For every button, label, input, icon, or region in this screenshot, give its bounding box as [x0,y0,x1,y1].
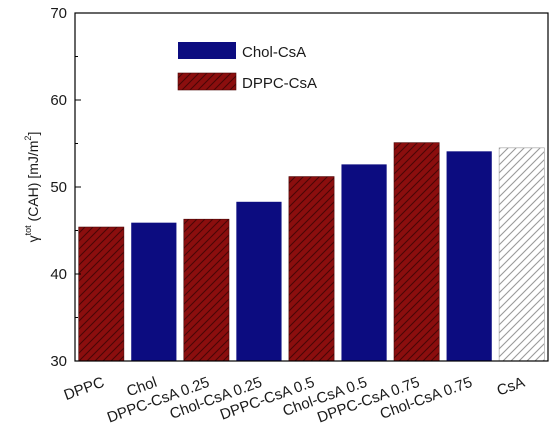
y-axis-label: γtot (CAH) [mJ/m2] [23,132,41,243]
plot-frame [74,12,549,362]
bar-dppc-csa-0-5 [288,176,335,362]
ylabel-superscript: tot [23,225,33,236]
ylabel-prefix: γ [25,235,41,242]
bar-chol-csa-0-5 [341,164,387,361]
ylabel-suffix: (CAH) [mJ/m [25,141,41,226]
x-tick-label: CsA [495,374,527,400]
y-tick-label: 50 [50,179,67,196]
legend-swatch-series-0 [178,42,236,59]
legend-label-series-0: Chol-CsA [242,44,306,61]
y-tick-label: 40 [50,266,67,283]
bar-chol-csa-0-25 [236,201,282,361]
svg-text:γtot (CAH) [mJ/m2]: γtot (CAH) [mJ/m2] [23,132,41,243]
y-axis-ticks: 30 40 50 60 70 [50,5,81,370]
y-tick-label: 60 [50,92,67,109]
x-tick-label: DPPC [62,374,107,404]
bar-chol [131,222,177,361]
bar-chol-csa-0-75 [446,151,492,361]
bar-csa [498,147,545,362]
y-tick-label: 30 [50,353,67,370]
legend: Chol-CsA DPPC-CsA [177,42,317,92]
bar-dppc-csa-0-25 [183,218,230,362]
bar-dppc-csa-0-75 [393,142,440,362]
bar-dppc [78,226,125,362]
legend-label-series-1: DPPC-CsA [242,75,317,92]
legend-swatch-series-1 [177,72,237,91]
ylabel-close: ] [25,132,41,136]
bars [78,142,545,362]
y-tick-label: 70 [50,5,67,22]
ylabel-suffix-sup: 2 [23,136,33,141]
